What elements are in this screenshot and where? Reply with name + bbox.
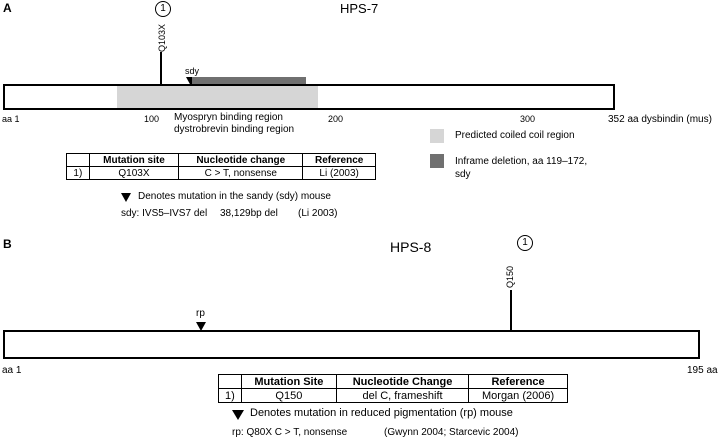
axis-b-end: 195 aa [687, 365, 718, 376]
table-header: Mutation site [88, 153, 180, 167]
table-header: Nucleotide Change [335, 374, 470, 389]
table-cell: 1) [66, 166, 90, 180]
axis-a-tick-200: 200 [328, 114, 344, 124]
axis-a-tick-100: 100 [144, 114, 160, 124]
table-header: Reference [468, 374, 568, 389]
legend-deletion-label-2: sdy [455, 169, 471, 180]
table-cell: del C, frameshift [335, 388, 470, 403]
table-cell: C > T, nonsense [178, 166, 304, 180]
panel-a-title: HPS-7 [340, 1, 379, 16]
axis-b-start: aa 1 [2, 365, 22, 376]
region-label-dystrobrevin: dystrobrevin binding region [174, 124, 295, 135]
legend-coil-swatch [430, 129, 444, 143]
panel-a-letter: A [3, 1, 12, 15]
table-row: 1) Q150 del C, frameshift Morgan (2006) [218, 388, 568, 403]
legend-deletion-swatch [430, 154, 444, 168]
table-cell: Q150 [240, 388, 337, 403]
table-header: Nucleotide change [178, 153, 304, 167]
axis-a-end: 352 aa dysbindin (mus) [608, 114, 712, 125]
mutation-stem-b [510, 290, 512, 330]
panel-b-title: HPS-8 [390, 239, 432, 255]
note-a-triangle-icon [121, 193, 131, 202]
panel-b-letter: B [3, 237, 12, 251]
table-header: Mutation Site [240, 374, 337, 389]
mutation-marker-1-b: 1 [517, 235, 533, 251]
mutation-table-a: Mutation site Nucleotide change Referenc… [66, 153, 376, 180]
legend-coil-label: Predicted coiled coil region [455, 130, 575, 141]
note-b-line1: Denotes mutation in reduced pigmentation… [250, 407, 513, 419]
table-cell: Morgan (2006) [468, 388, 568, 403]
rp-triangle-icon [196, 322, 206, 331]
hps8-protein-bar [3, 330, 700, 359]
rp-label: rp [196, 308, 205, 319]
mutation-label-q103x: Q103X [157, 23, 167, 52]
table-cell: Li (2003) [302, 166, 376, 180]
table-header-row: Mutation site Nucleotide change Referenc… [66, 153, 376, 167]
sdy-triangle-icon [186, 77, 196, 86]
note-a-line1: Denotes mutation in the sandy (sdy) mous… [138, 191, 331, 202]
note-a-line2-b: 38,129bp del [220, 208, 278, 219]
table-header [218, 374, 242, 389]
table-cell: 1) [218, 388, 242, 403]
mutation-table-b: Mutation Site Nucleotide Change Referenc… [218, 374, 568, 403]
sdy-label: sdy [185, 66, 200, 76]
table-header-row: Mutation Site Nucleotide Change Referenc… [218, 374, 568, 389]
table-header [66, 153, 90, 167]
legend-deletion-label-1: Inframe deletion, aa 119–172, [455, 156, 588, 167]
axis-a-tick-300: 300 [520, 114, 536, 124]
note-a-line2-c: (Li 2003) [298, 208, 338, 219]
inframe-deletion-region [192, 77, 306, 85]
coiled-coil-region [117, 86, 318, 108]
note-b-line2-a: rp: Q80X C > T, nonsense [232, 427, 348, 438]
mutation-stem-a [160, 52, 162, 84]
note-b-triangle-icon [232, 410, 244, 420]
region-label-myospryn: Myospryn binding region [174, 112, 283, 123]
note-b-line2-b: (Gwynn 2004; Starcevic 2004) [384, 427, 519, 438]
table-header: Reference [302, 153, 376, 167]
axis-a-start: aa 1 [2, 114, 20, 124]
table-cell: Q103X [88, 166, 180, 180]
note-a-line2-a: sdy: IVS5–IVS7 del [121, 208, 208, 219]
mutation-marker-1-a: 1 [155, 1, 171, 17]
table-row: 1) Q103X C > T, nonsense Li (2003) [66, 166, 376, 180]
mutation-label-q150: Q150 [505, 265, 515, 288]
